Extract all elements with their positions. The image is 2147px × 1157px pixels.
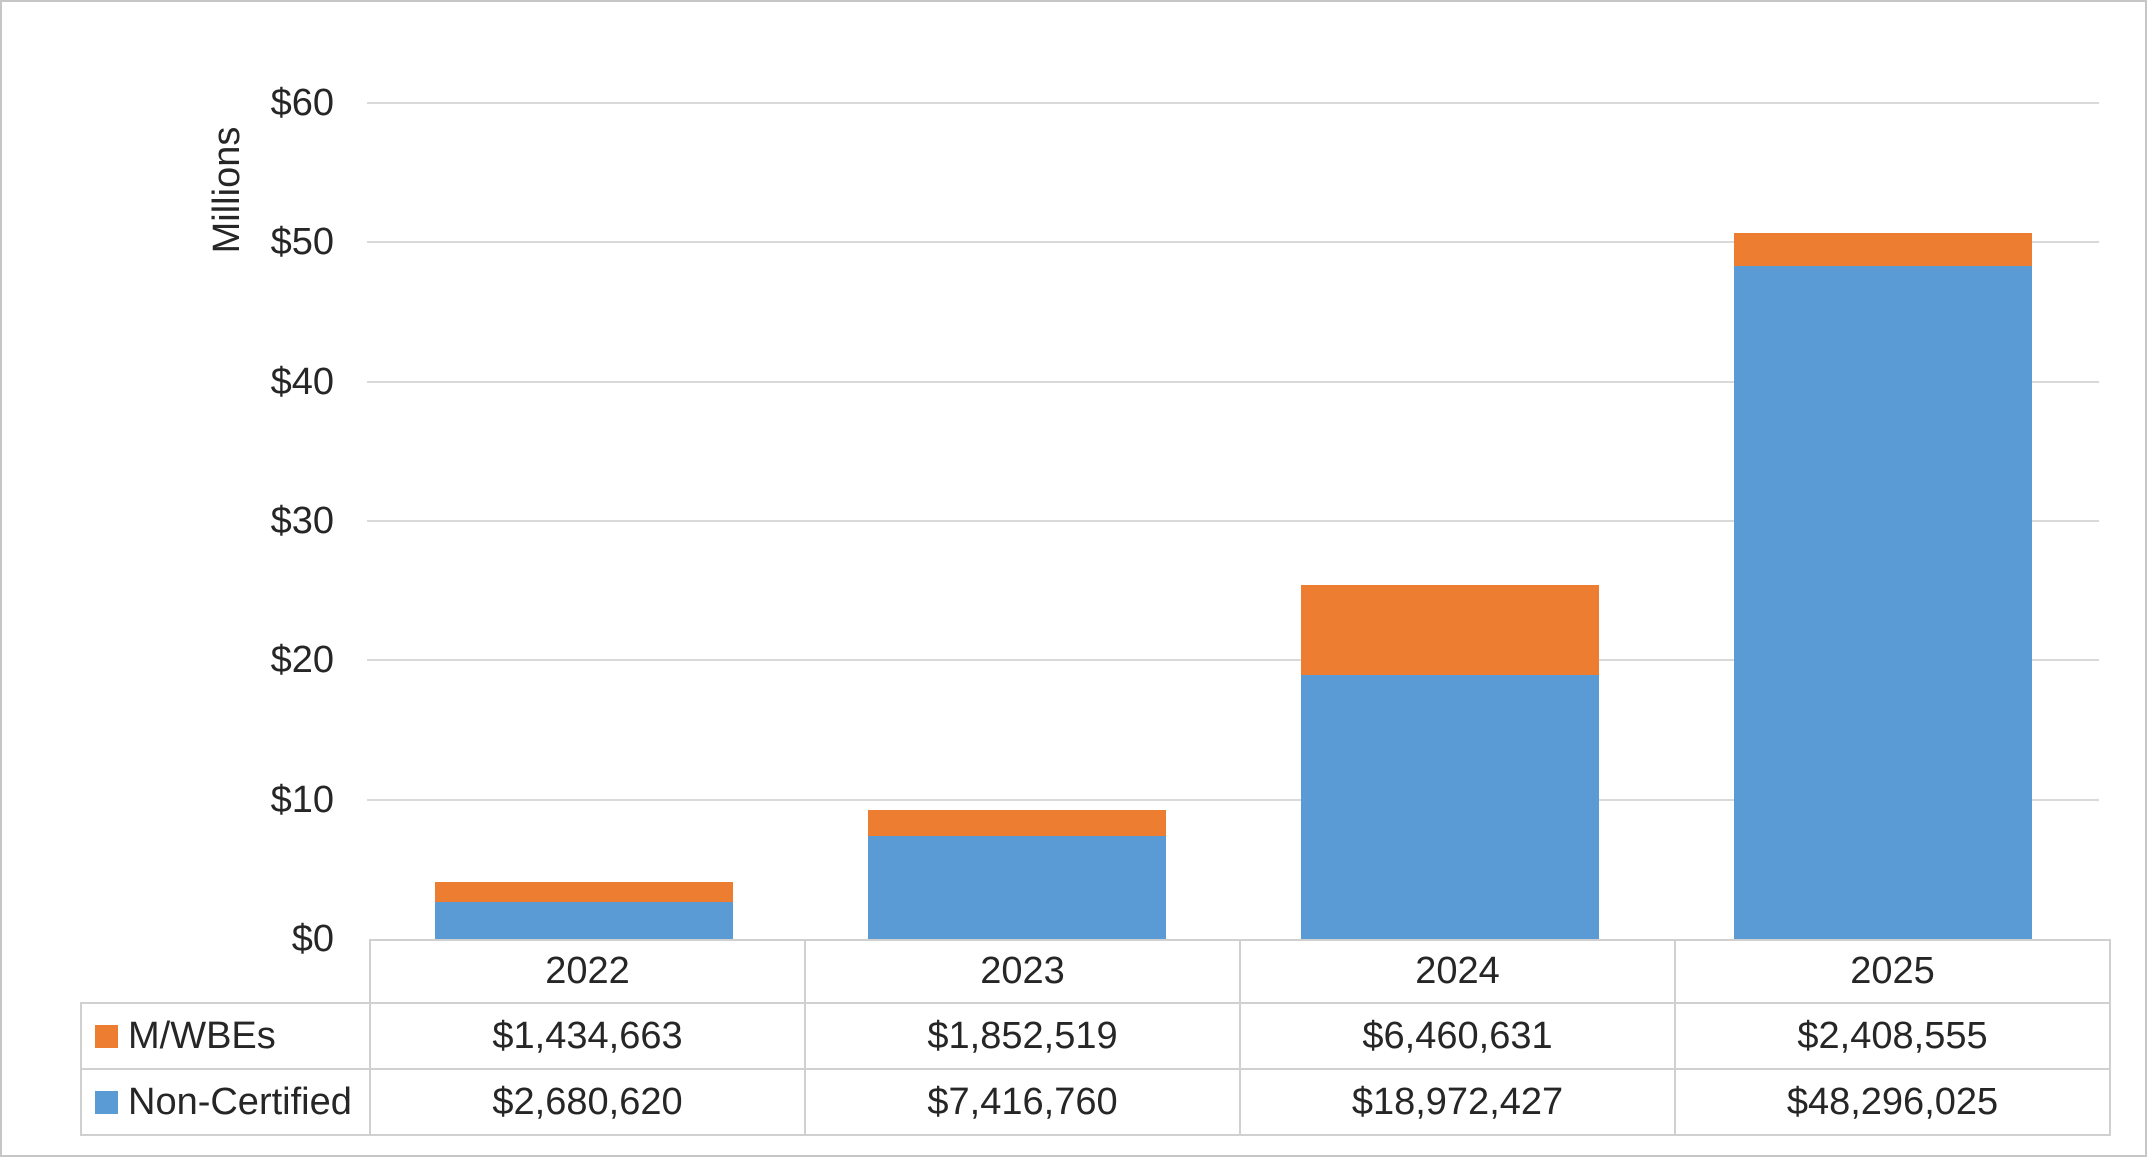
y-tick-label-10: $10: [270, 778, 334, 821]
bar-segment-2024-non-certified: [1300, 674, 1599, 939]
table-header-row: 2022 2023 2024 2025: [81, 939, 2111, 1004]
legend-label-non-certified: Non-Certified: [128, 1080, 352, 1123]
gridline-50: [367, 241, 2099, 244]
gridline-60: [367, 102, 2099, 104]
table-header-2023: 2023: [804, 939, 1241, 1004]
y-tick-label-50: $50: [270, 221, 334, 264]
gridline-40: [367, 380, 2099, 383]
table-row-non-certified: Non-Certified $2,680,620 $7,416,760 $18,972…: [80, 1068, 2111, 1136]
bar-segment-2022-non-certified: [434, 901, 733, 939]
bar-segment-2023-m-wbes: [867, 809, 1166, 836]
bar-segment-2025-non-certified: [1733, 266, 2032, 939]
gridline-10: [367, 798, 2099, 801]
table-header-2025: 2025: [1674, 939, 2111, 1004]
legend-swatch-icon-m-wbes: [95, 1024, 118, 1048]
table-value-non-certified-2024: $18,972,427: [1239, 1068, 1676, 1136]
table-value-m-wbes-2024: $6,460,631: [1239, 1002, 1676, 1070]
bar-segment-2025-m-wbes: [1733, 232, 2032, 267]
bar-segment-2022-m-wbes: [434, 881, 733, 902]
y-tick-label-60: $60: [270, 82, 334, 124]
table-row-m-wbes: M/WBEs $1,434,663 $1,852,519 $6,460,631 $2,4…: [80, 1002, 2111, 1070]
table-header-2022: 2022: [369, 939, 806, 1004]
y-tick-label-30: $30: [270, 500, 334, 542]
table-value-non-certified-2022: $2,680,620: [369, 1068, 806, 1136]
table-value-non-certified-2025: $48,296,025: [1674, 1068, 2111, 1136]
data-table: 2022 2023 2024 2025 M/WBEs $1,434,663 $1,852,5…: [80, 939, 2111, 1136]
legend-label-m-wbes: M/WBEs: [128, 1014, 276, 1057]
legend-entry-m-wbes: M/WBEs: [83, 1014, 368, 1058]
legend-item-non-certified: Non-Certified: [80, 1068, 371, 1136]
bar-segment-2024-m-wbes: [1300, 584, 1599, 675]
bar-segment-2023-non-certified: [867, 835, 1166, 939]
legend-swatch-icon-non-certified: [95, 1090, 118, 1114]
table-value-m-wbes-2023: $1,852,519: [804, 1002, 1241, 1070]
legend-item-m-wbes: M/WBEs: [80, 1002, 371, 1070]
y-tick-label-40: $40: [270, 360, 334, 403]
table-header-2024: 2024: [1239, 939, 1676, 1004]
gridline-20: [367, 659, 2099, 662]
table-value-m-wbes-2022: $1,434,663: [369, 1002, 806, 1070]
table-value-non-certified-2023: $7,416,760: [804, 1068, 1241, 1136]
gridline-30: [367, 520, 2099, 522]
legend-entry-non-certified: Non-Certified: [83, 1080, 368, 1124]
y-tick-label-20: $20: [270, 639, 334, 682]
table-corner-blank: [81, 940, 370, 1003]
table-value-m-wbes-2025: $2,408,555: [1674, 1002, 2111, 1070]
y-tick-label-0: $0: [291, 918, 334, 960]
